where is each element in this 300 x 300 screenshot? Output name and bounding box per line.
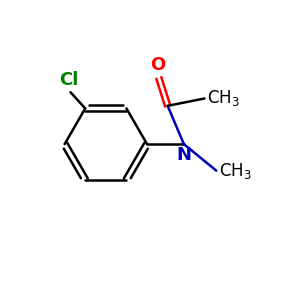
Text: O: O (150, 56, 165, 74)
Text: Cl: Cl (59, 71, 79, 89)
Text: CH$_3$: CH$_3$ (219, 160, 252, 181)
Text: CH$_3$: CH$_3$ (207, 88, 240, 109)
Text: N: N (176, 146, 191, 164)
